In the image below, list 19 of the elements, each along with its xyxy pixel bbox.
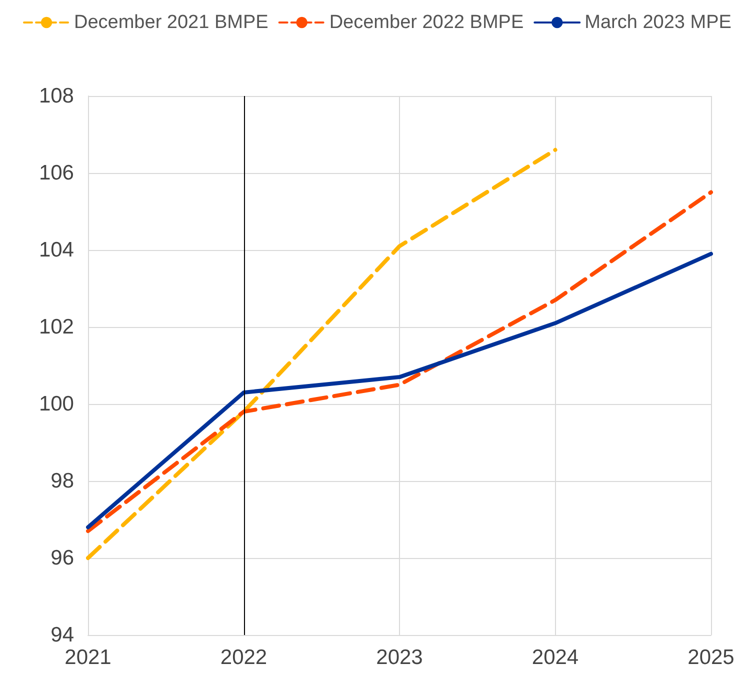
x-tick-label: 2025 xyxy=(688,646,734,669)
y-tick-label: 100 xyxy=(38,392,74,416)
x-tick-label: 2023 xyxy=(376,646,423,669)
y-tick-label: 96 xyxy=(50,546,74,570)
y-tick-label: 108 xyxy=(38,84,74,108)
y-tick-label: 104 xyxy=(38,238,74,262)
legend-label: December 2021 BMPE xyxy=(74,12,268,33)
y-tick-label: 106 xyxy=(38,162,74,184)
x-tick-label: 2022 xyxy=(220,646,268,669)
line-series xyxy=(86,252,713,530)
x-tick-label: 2021 xyxy=(64,646,112,669)
y-tick-label: 102 xyxy=(38,316,74,338)
line-series xyxy=(86,190,713,534)
line-series xyxy=(86,148,558,560)
y-tick-label: 98 xyxy=(50,470,74,492)
legend-label: December 2022 BMPE xyxy=(329,12,524,33)
x-tick-label: 2024 xyxy=(532,646,579,669)
legend-label: March 2023 MPE xyxy=(584,12,732,33)
y-tick-label: 94 xyxy=(50,624,74,646)
